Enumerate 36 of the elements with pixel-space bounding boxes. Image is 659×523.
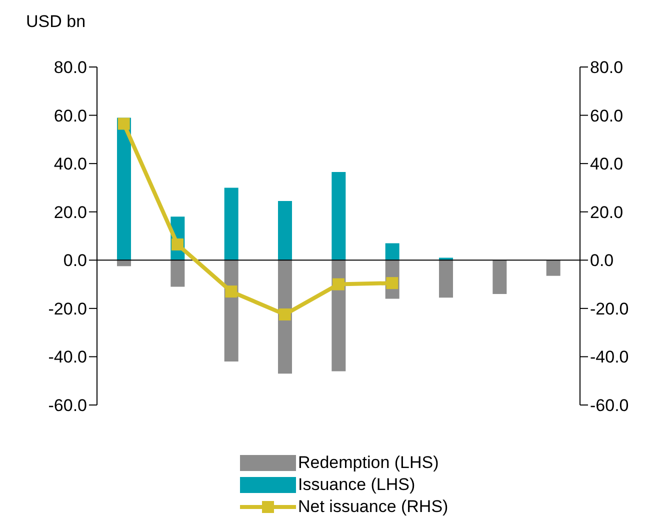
bar xyxy=(117,260,131,266)
bar xyxy=(224,188,238,260)
bar xyxy=(278,260,292,374)
bar xyxy=(492,260,507,294)
y2-tick-label: 60.0 xyxy=(590,106,624,126)
y-tick-label: -20.0 xyxy=(48,299,87,318)
y-tick-label: -40.0 xyxy=(48,348,87,367)
bar xyxy=(278,200,292,260)
point xyxy=(118,118,130,130)
y2-tick-label: -40.0 xyxy=(590,348,629,367)
legend-label: Net issuance (RHS) xyxy=(298,497,448,517)
bar xyxy=(332,260,346,372)
y2-tick-label: 80.0 xyxy=(590,58,624,78)
y2-tick-label: 0.0 xyxy=(590,251,614,270)
point xyxy=(225,286,238,298)
y-tick-label: 80.0 xyxy=(54,58,87,78)
y-tick-label: 20.0 xyxy=(54,202,87,222)
legend-label: Redemption (LHS) xyxy=(298,453,439,473)
bar xyxy=(385,243,400,260)
legend-label: Issuance (LHS) xyxy=(298,475,416,495)
y-tick-label: 40.0 xyxy=(54,154,87,174)
point xyxy=(332,278,344,290)
point xyxy=(278,308,291,320)
bar xyxy=(170,260,185,287)
bar xyxy=(332,172,346,260)
y-tick-label: -60.0 xyxy=(48,396,87,416)
y2-tick-label: 40.0 xyxy=(590,154,624,174)
y2-tick-label: 20.0 xyxy=(590,202,624,222)
bar xyxy=(117,118,131,260)
y-tick-label: 60.0 xyxy=(54,106,87,126)
y2-tick-label: -20.0 xyxy=(590,299,629,318)
y2-tick-label: -60.0 xyxy=(590,396,629,416)
y-axis-title: USD bn xyxy=(26,12,86,32)
y-tick-label: 0.0 xyxy=(63,251,87,270)
bar xyxy=(546,260,560,276)
bar xyxy=(439,260,453,298)
